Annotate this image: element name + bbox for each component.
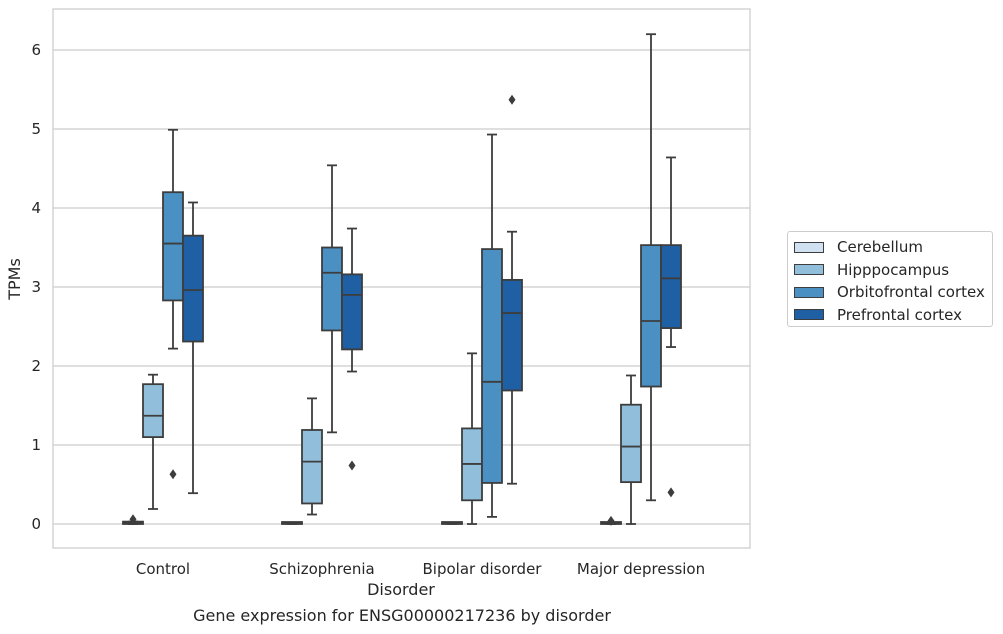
box-orbitofrontal-cortex — [162, 128, 184, 480]
box-hipppocampus — [301, 397, 323, 516]
box-cerebellum — [441, 521, 463, 525]
outlier-point — [508, 94, 516, 105]
outlier-point — [169, 469, 177, 480]
box-iqr — [162, 191, 184, 302]
legend-item: Prefrontal cortex — [794, 304, 992, 327]
box-cerebellum — [600, 515, 622, 526]
outlier-point — [667, 487, 675, 498]
box-iqr — [640, 244, 662, 388]
box-iqr — [501, 278, 523, 392]
box-prefrontal-cortex — [182, 201, 204, 495]
x-axis-label: Disorder — [367, 580, 435, 599]
x-tick-label: Bipolar disorder — [423, 560, 543, 578]
box-hipppocampus — [620, 374, 642, 525]
legend-item: Orbitofrontal cortex — [794, 281, 992, 304]
box-orbitofrontal-cortex — [640, 33, 662, 502]
y-tick-label: 4 — [31, 199, 41, 217]
box-prefrontal-cortex — [341, 227, 363, 471]
legend-item: Cerebellum — [794, 236, 992, 259]
legend-swatch — [794, 241, 824, 253]
box-prefrontal-cortex — [501, 94, 523, 485]
legend-item: Hipppocampus — [794, 259, 992, 282]
y-tick-label: 6 — [31, 41, 41, 59]
box-cerebellum — [281, 521, 303, 525]
x-tick-label: Schizophrenia — [269, 560, 374, 578]
box-iqr — [321, 246, 343, 332]
y-tick-label: 1 — [31, 436, 41, 454]
legend-label: Prefrontal cortex — [837, 305, 962, 324]
outlier-point — [348, 460, 356, 471]
y-tick-label: 0 — [31, 515, 41, 533]
box-iqr — [481, 248, 503, 484]
figure-caption: Gene expression for ENSG00000217236 by d… — [193, 606, 611, 625]
legend-swatch — [794, 264, 824, 276]
box-cerebellum — [122, 514, 144, 525]
legend-label: Hipppocampus — [837, 260, 950, 279]
y-tick-label: 2 — [31, 357, 41, 375]
box-iqr — [182, 234, 204, 343]
legend-swatch — [794, 309, 824, 321]
box-hipppocampus — [142, 373, 164, 510]
y-tick-label: 5 — [31, 120, 41, 138]
box-iqr — [620, 403, 642, 484]
box-iqr — [301, 429, 323, 505]
y-axis-label: TPMs — [5, 258, 24, 301]
box-prefrontal-cortex — [660, 156, 682, 498]
x-tick-label: Control — [136, 560, 190, 578]
legend-label: Orbitofrontal cortex — [837, 283, 985, 302]
box-orbitofrontal-cortex — [321, 164, 343, 434]
legend-label: Cerebellum — [837, 238, 923, 257]
outlier-point — [129, 514, 137, 525]
x-tick-labels: Control Schizophrenia Bipolar disorder Majo… — [136, 560, 705, 578]
box-iqr — [142, 383, 164, 439]
boxes — [122, 33, 682, 526]
outlier-point — [607, 515, 615, 526]
x-tick-label: Major depression — [577, 560, 705, 578]
box-hipppocampus — [461, 352, 483, 525]
box-iqr — [660, 244, 682, 329]
box-iqr — [341, 273, 363, 351]
y-tick-label: 3 — [31, 278, 41, 296]
legend: Cerebellum Hipppocampus Orbitofrontal cort… — [787, 231, 993, 327]
y-tick-labels: 0 1 2 3 4 5 6 — [31, 41, 41, 533]
legend-swatch — [794, 286, 824, 298]
